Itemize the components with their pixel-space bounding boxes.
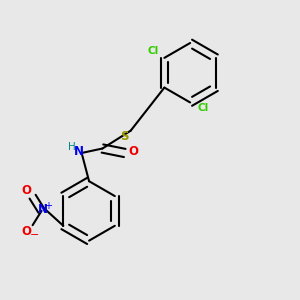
Text: N: N	[38, 203, 48, 216]
Text: O: O	[22, 184, 32, 196]
Text: Cl: Cl	[198, 103, 209, 113]
Text: Cl: Cl	[148, 46, 159, 56]
Text: +: +	[44, 201, 52, 211]
Text: N: N	[74, 145, 84, 158]
Text: H: H	[68, 142, 76, 152]
Text: −: −	[29, 230, 39, 240]
Text: O: O	[22, 225, 32, 238]
Text: S: S	[121, 130, 129, 142]
Text: O: O	[129, 145, 139, 158]
